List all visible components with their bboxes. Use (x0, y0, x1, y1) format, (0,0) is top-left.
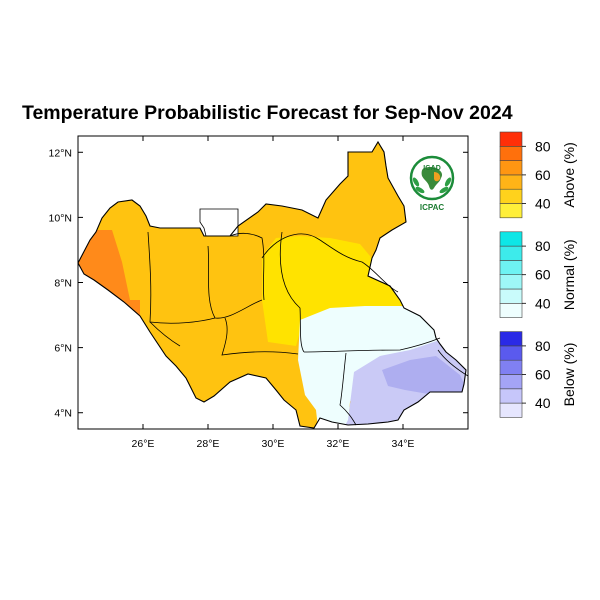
lon-tick-label: 26°E (132, 438, 155, 450)
boundary-bahr-west (149, 321, 181, 347)
above-high-zone (78, 230, 140, 318)
legend-group-title: Below (%) (561, 343, 577, 407)
abyei-area (199, 208, 239, 237)
boundary-western-bahr (147, 231, 216, 324)
legend-swatch (499, 302, 523, 318)
probability-legend: 40 60 80 Above (%) 40 60 80 Normal (%) 40 60 80 Bel… (499, 131, 577, 418)
boundary-south-east (303, 337, 441, 353)
legend-swatch (499, 288, 523, 304)
legend-swatch (499, 388, 523, 404)
boundary-eastern (437, 349, 469, 377)
above-low-zone (262, 236, 404, 346)
lon-tick-label: 34°E (392, 438, 415, 450)
lat-tick-label: 10°N (49, 212, 72, 224)
state-boundaries (147, 231, 469, 426)
legend-swatch (499, 274, 523, 290)
legend-tick-label: 80 (535, 138, 551, 154)
lat-tick-label: 4°N (54, 408, 72, 420)
legend-group-title: Normal (%) (561, 239, 577, 310)
legend-group: 40 60 80 Above (%) (499, 131, 577, 219)
boundary-jonglei-west (279, 231, 305, 353)
legend-swatch (499, 160, 523, 176)
laurel-icon (412, 177, 452, 194)
legend-swatch (499, 203, 523, 219)
legend-group: 40 60 80 Below (%) (499, 331, 577, 418)
boundary-eq-split (339, 352, 357, 426)
legend-swatch (499, 402, 523, 418)
legend-tick-label: 40 (535, 196, 551, 212)
legend-tick-label: 60 (535, 367, 551, 383)
legend-tick-label: 80 (535, 338, 551, 354)
logo-bottom-text: ICPAC (420, 203, 445, 212)
igad-icpac-logo: IGAD ICPAC (409, 155, 455, 212)
longitude-ticks: 26°E 28°E 30°E 32°E 34°E (132, 136, 415, 450)
boundary-upper-nile-north (261, 233, 399, 293)
legend-swatch (499, 245, 523, 261)
legend-group: 40 60 80 Normal (%) (499, 231, 577, 318)
legend-swatch (499, 359, 523, 375)
lon-tick-label: 28°E (197, 438, 220, 450)
normal-zone (298, 306, 440, 428)
legend-swatch (499, 131, 523, 147)
lat-tick-label: 12°N (49, 147, 72, 159)
legend-tick-label: 40 (535, 295, 551, 311)
lon-tick-label: 30°E (262, 438, 285, 450)
legend-swatch (499, 260, 523, 275)
country-outline (77, 140, 467, 429)
legend-tick-label: 80 (535, 238, 551, 254)
lat-tick-label: 6°N (54, 343, 72, 355)
legend-swatch (499, 174, 523, 190)
igad-region-icon (434, 172, 441, 182)
legend-swatch (499, 331, 523, 347)
legend-swatch (499, 231, 523, 247)
boundary-lakes-central (221, 317, 299, 356)
below-zone-inner (382, 356, 466, 396)
logo-top-text: IGAD (423, 165, 441, 172)
legend-tick-label: 60 (535, 267, 551, 283)
legend-swatch (499, 146, 523, 161)
latitude-ticks: 4°N 6°N 8°N 10°N 12°N (49, 147, 468, 420)
lat-tick-label: 8°N (54, 278, 72, 290)
boundary-lakes-warrap (229, 232, 265, 301)
legend-tick-label: 60 (535, 167, 551, 183)
legend-swatch (499, 374, 523, 390)
map-plot-area: 26°E 28°E 30°E 32°E 34°E 4°N 6°N 8°N 10°N 12°N (49, 135, 469, 450)
legend-swatch (499, 188, 523, 204)
legend-swatch (499, 345, 523, 361)
lon-tick-label: 32°E (327, 438, 350, 450)
map-title: Temperature Probabilistic Forecast for S… (22, 102, 513, 124)
legend-tick-label: 40 (535, 395, 551, 411)
legend-group-title: Above (%) (561, 142, 577, 207)
